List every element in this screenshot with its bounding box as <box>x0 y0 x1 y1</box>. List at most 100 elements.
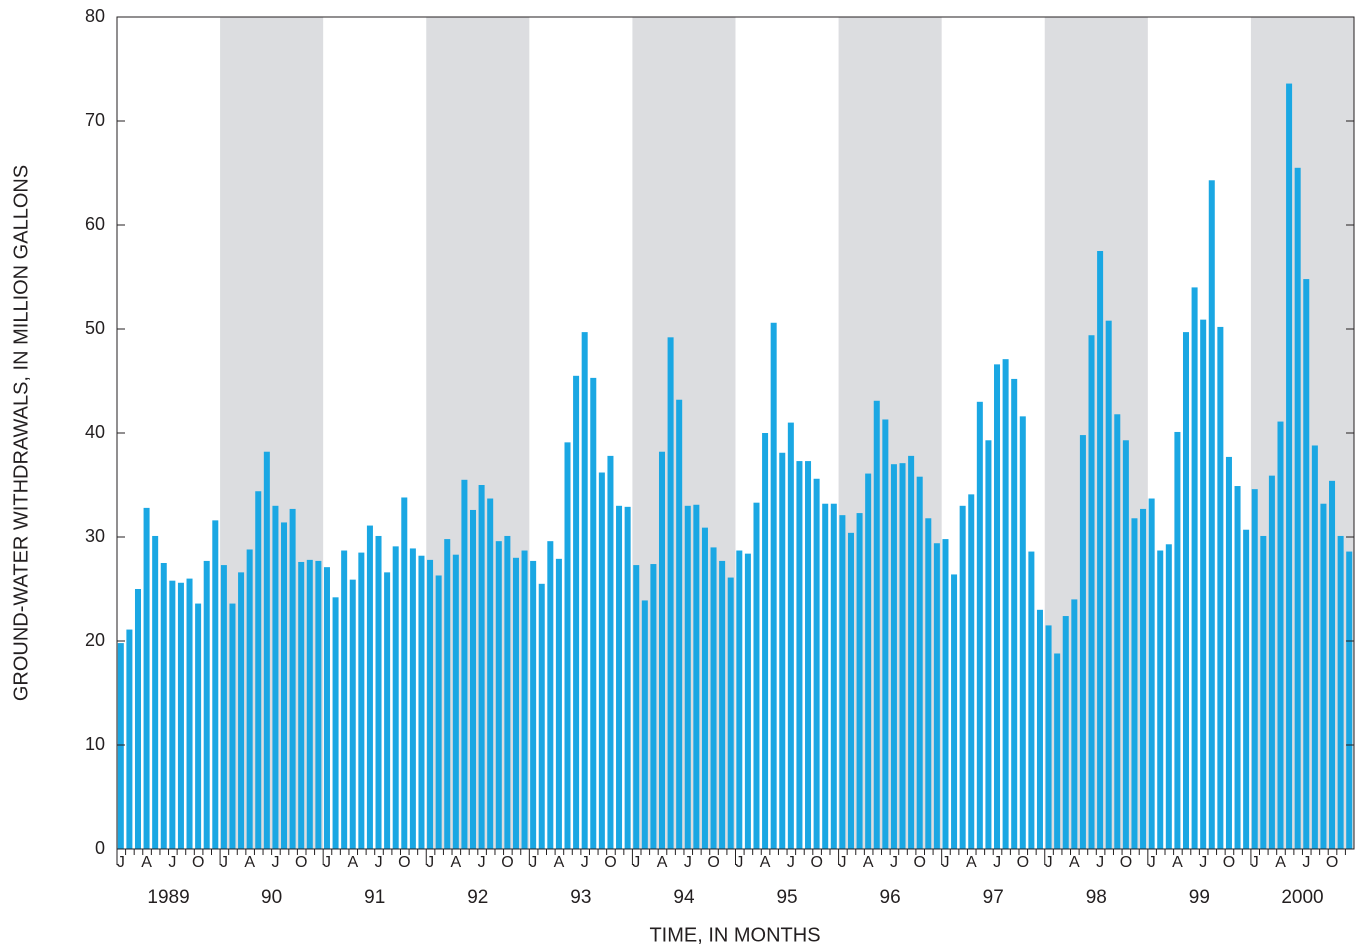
bar <box>1234 486 1241 849</box>
x-tick-label: A <box>760 854 771 871</box>
bar <box>736 550 743 849</box>
bar <box>753 502 760 849</box>
x-tick-label: A <box>1275 854 1286 871</box>
x-axis-title: TIME, IN MONTHS <box>649 924 820 946</box>
x-tick-label: A <box>1069 854 1080 871</box>
x-tick-label: A <box>966 854 977 871</box>
x-tick-label: J <box>323 854 331 871</box>
bar <box>143 507 150 849</box>
bar <box>616 505 623 849</box>
x-tick-label: J <box>478 854 486 871</box>
bar <box>856 513 863 849</box>
bar <box>676 399 683 849</box>
bar <box>366 525 373 849</box>
bar <box>512 557 519 849</box>
bar <box>994 364 1001 849</box>
bar <box>195 603 202 849</box>
bar <box>1114 414 1121 849</box>
bar <box>1329 480 1336 849</box>
x-tick-label: O <box>295 854 307 871</box>
bar <box>968 494 975 849</box>
x-tick-label: J <box>684 854 692 871</box>
bar <box>375 535 382 849</box>
x-tick-label: J <box>220 854 228 871</box>
bar <box>916 476 923 849</box>
bar <box>744 553 751 849</box>
x-tick-label: J <box>529 854 537 871</box>
bar <box>160 563 167 849</box>
bar <box>452 554 459 849</box>
bar <box>830 503 837 849</box>
bar <box>779 452 786 849</box>
bar <box>1174 431 1181 849</box>
bar <box>255 491 262 849</box>
bar <box>220 565 227 849</box>
bar <box>1148 498 1155 849</box>
bar <box>598 472 605 849</box>
bar <box>1028 551 1035 849</box>
y-tick-label: 10 <box>85 734 105 754</box>
year-label: 90 <box>261 887 282 908</box>
bar <box>633 565 640 849</box>
bar <box>444 539 451 849</box>
x-tick-label: O <box>501 854 513 871</box>
x-tick-label: J <box>271 854 279 871</box>
x-tick-label: O <box>604 854 616 871</box>
bar <box>117 643 124 849</box>
x-tick-label: J <box>375 854 383 871</box>
bar <box>306 559 313 849</box>
year-band <box>1044 17 1148 849</box>
bar <box>384 572 391 849</box>
x-tick-label: O <box>192 854 204 871</box>
year-band <box>426 17 530 849</box>
year-label: 2000 <box>1281 887 1323 908</box>
year-band <box>632 17 736 849</box>
bar <box>693 504 700 849</box>
x-tick-label: J <box>1096 854 1104 871</box>
bar <box>1165 544 1172 849</box>
bar <box>813 478 820 849</box>
year-label: 98 <box>1086 887 1107 908</box>
bar <box>658 451 666 849</box>
bar <box>323 567 330 849</box>
bar <box>495 541 502 849</box>
y-tick-label: 30 <box>85 526 105 546</box>
bar <box>1346 551 1353 849</box>
bar <box>641 600 648 849</box>
bar <box>229 603 236 849</box>
bar <box>547 541 554 849</box>
year-label: 1989 <box>147 887 189 908</box>
bar <box>1208 180 1215 849</box>
x-tick-label: O <box>1326 854 1338 871</box>
bar <box>1217 326 1224 849</box>
y-tick-label: 50 <box>85 318 105 338</box>
bar <box>985 440 992 849</box>
x-tick-label: J <box>1251 854 1259 871</box>
plot-frame <box>116 16 1355 850</box>
bar <box>727 577 734 849</box>
bar <box>762 433 769 849</box>
bar <box>1071 599 1078 849</box>
year-label: 91 <box>364 887 385 908</box>
bar <box>1157 550 1164 849</box>
bar <box>933 543 940 849</box>
bar <box>951 574 958 849</box>
year-band <box>838 17 942 849</box>
bar <box>822 503 829 849</box>
bar <box>1286 83 1293 849</box>
bar <box>1054 653 1061 849</box>
x-tick-label: A <box>554 854 565 871</box>
bar <box>865 473 872 849</box>
year-label: 99 <box>1189 887 1210 908</box>
bar <box>332 597 339 849</box>
bar <box>1225 456 1232 849</box>
bar <box>298 561 305 849</box>
bar <box>770 322 777 849</box>
bar <box>126 629 133 849</box>
bar <box>401 497 408 849</box>
x-tick-label: A <box>1172 854 1183 871</box>
year-label: 92 <box>467 887 488 908</box>
x-tick-label: J <box>632 854 640 871</box>
y-tick-label: 70 <box>85 110 105 130</box>
bar <box>1105 320 1112 849</box>
